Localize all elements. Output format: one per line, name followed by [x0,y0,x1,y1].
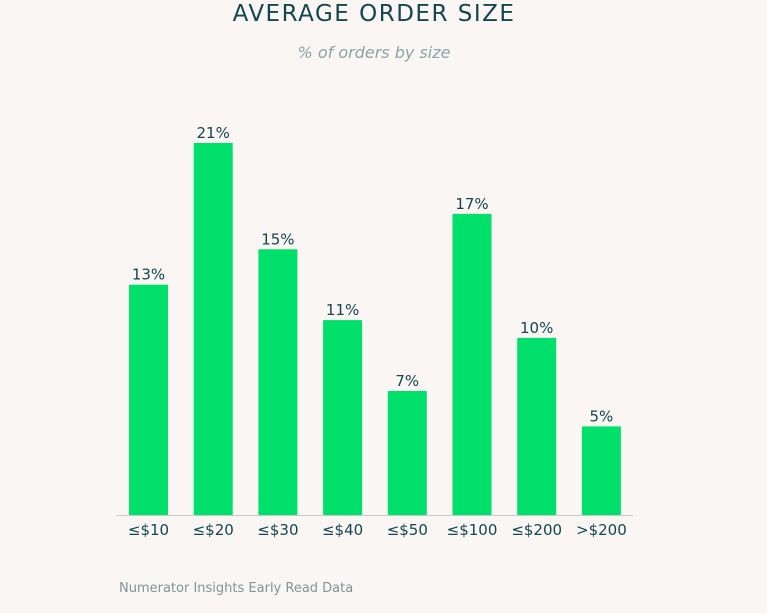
bar-value-label: 21% [197,124,230,142]
category-tick-label: ≤$40 [322,521,363,539]
category-tick-label: ≤$200 [511,521,562,539]
bar-value-label: 15% [261,230,294,248]
source-note: Numerator Insights Early Read Data [119,581,354,596]
category-labels-group: ≤$10 ≤$20 ≤$30 ≤$40 ≤$50 ≤$100 ≤$200 >$200 [128,521,627,539]
bar-value-label: 7% [395,372,419,390]
chart-title: AVERAGE ORDER SIZE [232,1,516,27]
bar-7 [517,337,557,515]
category-tick-label: ≤$100 [447,521,498,539]
bar-2 [193,143,233,515]
bar-4 [323,320,363,515]
bar-6 [452,213,492,515]
bar-8 [581,426,621,515]
bar-value-label: 17% [455,195,488,213]
category-tick-label: ≤$10 [128,521,169,539]
bar-1 [129,284,168,515]
bar-5 [387,391,427,515]
bar-value-label: 5% [590,407,614,425]
bars-group [129,143,621,516]
category-tick-label: >$200 [576,521,627,539]
bar-value-label: 11% [326,301,359,319]
chart-subtitle: % of orders by size [297,43,451,62]
bar-value-label: 10% [520,319,553,337]
bar-value-label: 13% [132,266,165,284]
bar-3 [258,249,298,516]
category-tick-label: ≤$50 [387,521,428,539]
value-labels-group: 13% 21% 15% 11% 7% 17% 10% 5% [132,124,613,425]
category-tick-label: ≤$30 [257,521,298,539]
category-tick-label: ≤$20 [193,521,234,539]
